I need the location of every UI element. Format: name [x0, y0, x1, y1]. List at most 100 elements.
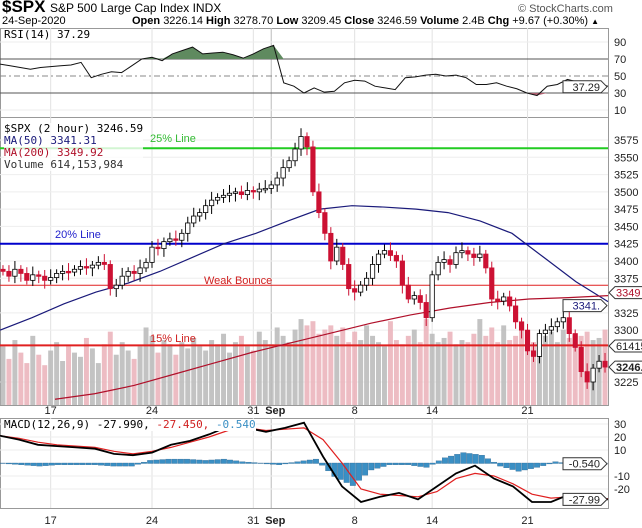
candle: [435, 261, 441, 276]
volume-bar: [566, 337, 572, 405]
candle: [167, 238, 173, 243]
macd-tick: -10: [614, 471, 630, 483]
candle: [393, 255, 399, 262]
rsi-line: [0, 44, 609, 97]
candle: [447, 259, 453, 265]
macd-histogram-bar: [116, 462, 123, 467]
macd-histogram-bar: [392, 462, 399, 465]
macd-histogram-bar: [509, 462, 516, 470]
candle: [578, 347, 584, 373]
candle: [298, 136, 304, 150]
volume-bar: [286, 342, 292, 405]
volume-bar: [12, 340, 18, 405]
candle: [274, 177, 280, 186]
candle: [12, 268, 18, 277]
macd-histogram-bar: [67, 462, 74, 465]
volume-bar: [72, 352, 77, 405]
candle: [346, 264, 352, 290]
volume-bar: [340, 327, 346, 405]
price-legend: $SPX (2 hour) 3246.59 MA(50) 3341.31 MA(…: [4, 123, 144, 171]
volume-bar: [83, 337, 89, 405]
macd-histogram-bar: [159, 459, 166, 464]
candle: [209, 199, 215, 207]
volume-bar: [441, 337, 447, 405]
candle: [77, 266, 84, 270]
volume-bar: [119, 342, 125, 405]
volume-bar: [191, 337, 197, 405]
macd-histogram-bar: [368, 462, 375, 471]
price-tick: 3575: [614, 135, 638, 147]
volume-bar: [6, 358, 12, 405]
price-tick: 3375: [614, 273, 638, 285]
macd-histogram-bar: [85, 462, 92, 465]
macd-histogram-bar: [104, 462, 111, 466]
price-tick: 3225: [614, 377, 638, 389]
macd-histogram-bar: [411, 462, 418, 466]
volume-bar: [143, 327, 149, 405]
volume-bar: [232, 342, 238, 405]
volume-bar: [203, 350, 209, 405]
macd-histogram-bar: [134, 462, 141, 465]
volume-bar: [268, 344, 274, 405]
macd-legend: MACD(12,26,9) -27.990, -27.450, -0.540: [4, 419, 256, 431]
brand[interactable]: © StockCharts.com: [518, 3, 613, 15]
candle: [471, 253, 477, 258]
macd-histogram-bar: [276, 462, 283, 465]
candle: [268, 184, 274, 189]
volume-bar: [107, 331, 113, 405]
macd-histogram-bar: [405, 462, 412, 465]
rsi-tag-box: [562, 80, 608, 94]
volume-value: 2.4B: [462, 15, 485, 27]
volume-bar: [370, 335, 376, 405]
candle: [477, 253, 483, 258]
volume-bar: [513, 335, 519, 405]
rsi-tick: 70: [614, 54, 626, 66]
macd-histogram-bar: [5, 462, 12, 465]
macd-histogram-bar: [128, 462, 135, 467]
volume-bar: [531, 342, 536, 405]
candle: [542, 329, 548, 334]
macd-histogram-bar: [227, 459, 233, 464]
volume-bar: [358, 340, 364, 405]
candle: [119, 275, 125, 286]
macd-histogram-bar: [448, 455, 455, 464]
price-tick: 3500: [614, 187, 638, 199]
close-tag-box: [608, 360, 642, 374]
macd-histogram-bar: [98, 462, 104, 466]
candle: [495, 298, 501, 302]
candle: [304, 136, 310, 148]
volume-bar: [560, 329, 566, 405]
macd-tick: 30: [614, 419, 626, 431]
candle: [101, 261, 107, 265]
candle: [107, 264, 113, 290]
ma200-tag: 3349: [616, 288, 640, 300]
candle: [95, 261, 101, 266]
macd-histogram-bar: [196, 459, 203, 464]
candle: [280, 167, 286, 179]
candle: [125, 270, 131, 277]
candle: [60, 270, 66, 274]
macd-histogram-bar: [534, 462, 540, 468]
date-tick: 21: [521, 405, 533, 417]
candle: [352, 288, 358, 293]
volume-bar: [536, 344, 542, 405]
macd-histogram-bar: [36, 462, 43, 467]
volume-bar: [60, 361, 66, 405]
volume-bar: [262, 340, 268, 405]
macd-histogram-bar: [18, 462, 25, 465]
macd-histogram-bar: [472, 454, 479, 464]
annotation-20-line: 20% Line: [55, 229, 101, 241]
volume-bar: [376, 342, 381, 405]
volume-bar: [548, 331, 554, 405]
volume-bar: [125, 350, 131, 405]
macd-histogram-bar: [546, 462, 553, 465]
candle: [423, 302, 429, 319]
ma50-tag: 3341.: [572, 301, 600, 313]
macd-histogram-bar: [141, 461, 147, 464]
candle: [214, 196, 221, 201]
candle: [250, 190, 256, 193]
candle: [244, 190, 250, 196]
candle: [429, 274, 435, 319]
candle: [238, 191, 244, 196]
volume-bar: [197, 346, 203, 405]
